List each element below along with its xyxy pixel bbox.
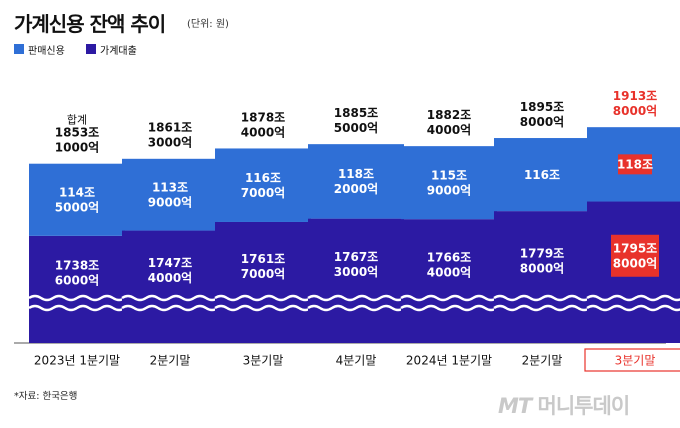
x-tick-label-0: 2023년 1분기말 [34, 353, 120, 367]
x-tick-label-6: 3분기말 [615, 353, 656, 367]
data-label-sales-credit-4: 115조 9000억 [427, 168, 471, 197]
bar-sales-credit-3 [308, 144, 404, 219]
data-label-total-0: 1853조 1000억 [55, 126, 99, 155]
data-label-total-1: 1861조 3000억 [148, 121, 192, 150]
logo-text: 머니투데이 [537, 394, 631, 418]
chart-title: 가계신용 잔액 추이 [14, 12, 166, 36]
data-label-total-5: 1895조 8000억 [520, 100, 564, 129]
bar-sales-credit-1 [122, 158, 218, 231]
bar-sales-credit-4 [401, 146, 497, 220]
axis-break-wave-4-1 [400, 304, 498, 312]
legend-label-household-loan: 가계대출 [100, 45, 137, 57]
data-label-total-2: 1878조 4000억 [241, 110, 285, 139]
data-label-total-4: 1882조 4000억 [427, 108, 471, 137]
unit-note: (단위: 원) [187, 19, 229, 30]
bar-household-loan-3 [308, 218, 404, 343]
data-label-household-loan-6: 1795조 8000억 [613, 242, 657, 271]
bar-household-loan-0 [29, 235, 125, 343]
axis-break-wave-0-1 [28, 304, 126, 312]
bar-household-loan-2 [215, 221, 311, 343]
bar-household-loan-5 [494, 211, 590, 343]
source-note: *자료: 한국은행 [14, 391, 78, 402]
legend-swatch-sales-credit [14, 44, 24, 54]
axis-break-wave-3-0 [307, 294, 405, 302]
axis-break-wave-5-0 [493, 294, 591, 302]
bar-household-loan-1 [122, 230, 218, 343]
x-tick-label-3: 4분기말 [336, 353, 377, 367]
data-label-sales-credit-5: 116조 [524, 168, 560, 182]
data-label-sales-credit-1: 113조 9000억 [148, 181, 192, 210]
publisher-logo: MT 머니투데이 [498, 390, 631, 420]
axis-break-wave-6-0 [586, 294, 680, 302]
legend-item-household-loan: 가계대출 [86, 42, 137, 57]
data-label-household-loan-4: 1766조 4000억 [427, 250, 471, 279]
highlight-box-loan [611, 234, 659, 277]
data-label-household-loan-3: 1767조 3000억 [334, 250, 378, 279]
total-header-label: 합계 [67, 114, 87, 127]
axis-break-wave-2-0 [214, 294, 312, 302]
data-label-household-loan-1: 1747조 4000억 [148, 256, 192, 285]
axis-break-wave-1-1 [121, 304, 219, 312]
data-label-household-loan-0: 1738조 6000억 [55, 259, 99, 288]
legend-label-sales-credit: 판매신용 [28, 45, 65, 57]
axis-break-wave-6-1 [586, 304, 680, 312]
data-label-household-loan-5: 1779조 8000억 [520, 246, 564, 275]
x-tick-label-4: 2024년 1분기말 [406, 353, 492, 367]
legend-swatch-household-loan [86, 44, 96, 54]
data-label-total-6: 1913조 8000억 [613, 89, 657, 118]
bar-sales-credit-5 [494, 138, 590, 212]
data-label-sales-credit-6: 118조 [617, 158, 653, 172]
x-tick-label-1: 2분기말 [150, 353, 191, 367]
axis-break-wave-5-1 [493, 304, 591, 312]
axis-break-wave-1-0 [121, 294, 219, 302]
bar-sales-credit-2 [215, 148, 311, 222]
highlight-category-box [584, 348, 680, 372]
bar-household-loan-4 [401, 219, 497, 343]
data-label-sales-credit-3: 118조 2000억 [334, 167, 378, 196]
highlight-box-sales [618, 154, 652, 175]
legend-item-sales-credit: 판매신용 [14, 42, 65, 57]
data-label-household-loan-2: 1761조 7000억 [241, 252, 285, 281]
x-tick-label-5: 2분기말 [522, 353, 563, 367]
axis-break-wave-3-1 [307, 304, 405, 312]
data-label-sales-credit-0: 114조 5000억 [55, 186, 99, 215]
axis-break-wave-2-1 [214, 304, 312, 312]
data-label-sales-credit-2: 116조 7000억 [241, 171, 285, 200]
bar-sales-credit-0 [29, 163, 125, 236]
data-label-total-3: 1885조 5000억 [334, 106, 378, 135]
axis-break-wave-0-0 [28, 294, 126, 302]
axis-break-wave-4-0 [400, 294, 498, 302]
logo-mark: MT [498, 394, 532, 418]
x-tick-label-2: 3분기말 [243, 353, 284, 367]
